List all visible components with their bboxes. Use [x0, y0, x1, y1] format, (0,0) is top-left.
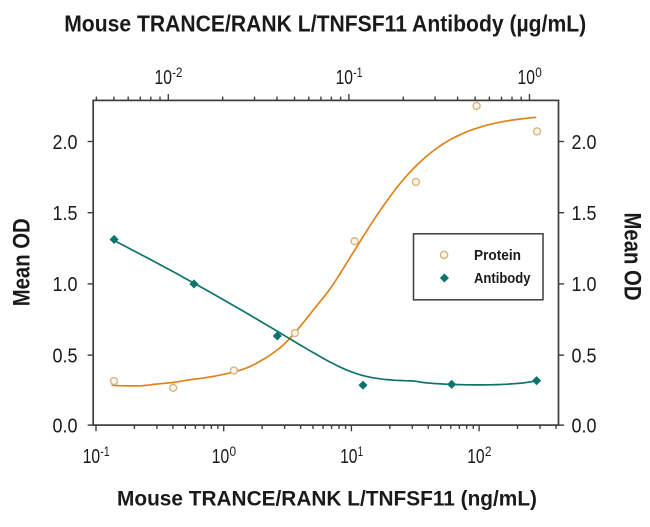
svg-text:0.5: 0.5	[53, 345, 78, 367]
svg-text:0.5: 0.5	[572, 345, 597, 367]
svg-text:1.0: 1.0	[53, 274, 78, 296]
svg-text:0: 0	[535, 65, 542, 80]
svg-text:1.5: 1.5	[53, 203, 78, 225]
svg-text:10: 10	[155, 67, 172, 89]
svg-text:Antibody: Antibody	[474, 271, 531, 287]
svg-text:10: 10	[212, 446, 229, 468]
svg-text:-1: -1	[100, 444, 109, 459]
svg-text:1.5: 1.5	[572, 203, 597, 225]
svg-text:10: 10	[83, 446, 100, 468]
svg-text:0: 0	[230, 444, 237, 459]
svg-text:Protein: Protein	[474, 248, 521, 264]
svg-text:1: 1	[358, 444, 363, 459]
svg-text:0.0: 0.0	[572, 415, 597, 437]
svg-text:10: 10	[336, 67, 353, 89]
svg-text:1.0: 1.0	[572, 274, 597, 296]
svg-text:Mouse TRANCE/RANK L/TNFSF11 (n: Mouse TRANCE/RANK L/TNFSF11 (ng/mL)	[117, 487, 537, 511]
svg-text:10: 10	[467, 446, 484, 468]
svg-text:-1: -1	[353, 65, 362, 80]
svg-text:-2: -2	[172, 65, 182, 80]
svg-text:2.0: 2.0	[53, 132, 78, 154]
svg-text:10: 10	[518, 67, 535, 89]
svg-text:2: 2	[485, 444, 492, 459]
svg-text:0.0: 0.0	[53, 415, 78, 437]
svg-text:Mean OD: Mean OD	[9, 218, 36, 306]
svg-text:2.0: 2.0	[572, 132, 597, 154]
svg-text:Mean OD: Mean OD	[618, 213, 645, 301]
svg-text:Mouse TRANCE/RANK L/TNFSF11 An: Mouse TRANCE/RANK L/TNFSF11 Antibody (µg…	[64, 11, 586, 37]
svg-text:10: 10	[340, 446, 357, 468]
